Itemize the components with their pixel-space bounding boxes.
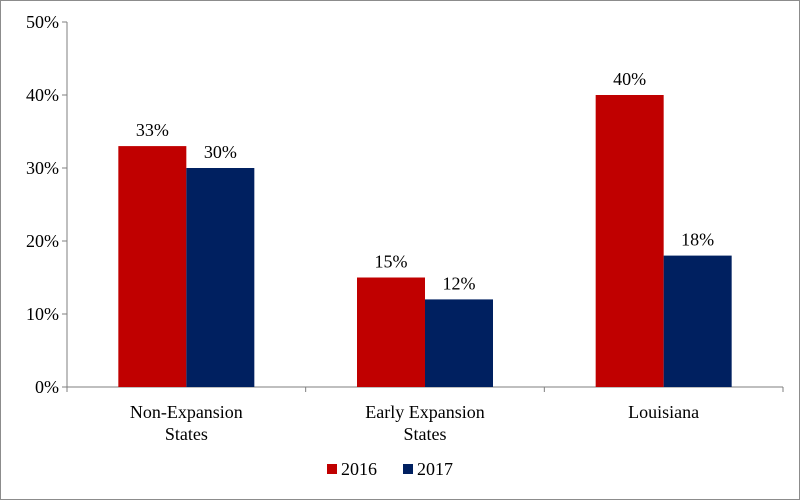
data-label: 12%	[443, 273, 476, 293]
bar-2017	[425, 299, 493, 387]
legend-label: 2016	[341, 459, 377, 479]
bar-2016	[357, 277, 425, 387]
y-tick-label: 0%	[35, 377, 59, 397]
bar-2017	[663, 255, 732, 387]
category-label: States	[165, 424, 208, 444]
category-label: Louisiana	[628, 402, 699, 422]
category-label: Early Expansion	[365, 402, 484, 422]
legend-swatch-2017	[403, 464, 413, 474]
y-tick-label: 20%	[26, 231, 59, 251]
category-label: States	[404, 424, 447, 444]
category-label: Non-Expansion	[130, 402, 243, 422]
data-label: 15%	[375, 252, 408, 272]
legend-swatch-2016	[327, 464, 337, 474]
y-tick-label: 40%	[26, 85, 59, 105]
bar-2016	[118, 146, 187, 387]
y-tick-label: 50%	[26, 12, 59, 32]
bar-2017	[186, 168, 255, 387]
legend-label: 2017	[417, 459, 453, 479]
data-label: 40%	[613, 69, 646, 89]
y-tick-label: 30%	[26, 158, 59, 178]
data-label: 33%	[136, 120, 169, 140]
data-label: 30%	[204, 142, 237, 162]
y-tick-label: 10%	[26, 304, 59, 324]
data-label: 18%	[681, 230, 714, 250]
bar-2016	[595, 95, 664, 387]
